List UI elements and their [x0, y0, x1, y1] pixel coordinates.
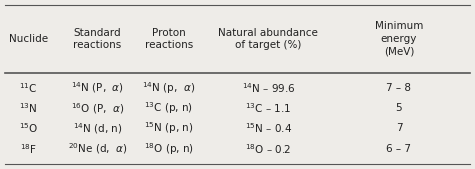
Text: Nuclide: Nuclide	[9, 34, 48, 44]
Text: 7 – 8: 7 – 8	[387, 83, 411, 93]
Text: $^{13}$C (p, n): $^{13}$C (p, n)	[144, 100, 193, 116]
Text: 6 – 7: 6 – 7	[387, 144, 411, 154]
Text: 5: 5	[396, 103, 402, 113]
Text: Minimum
energy
(MeV): Minimum energy (MeV)	[375, 21, 423, 56]
Text: Natural abundance
of target (%): Natural abundance of target (%)	[218, 28, 318, 50]
Text: $^{16}$O (P,  $\alpha$): $^{16}$O (P, $\alpha$)	[71, 101, 124, 116]
Text: $^{14}$N (P,  $\alpha$): $^{14}$N (P, $\alpha$)	[71, 80, 124, 95]
Text: $^{14}$N (d, n): $^{14}$N (d, n)	[73, 121, 122, 136]
Text: $^{11}$C: $^{11}$C	[19, 81, 38, 95]
Text: $^{13}$C – 1.1: $^{13}$C – 1.1	[245, 101, 292, 115]
Text: $^{13}$N: $^{13}$N	[19, 101, 38, 115]
Text: $^{15}$N – 0.4: $^{15}$N – 0.4	[245, 122, 292, 135]
Text: $^{15}$O: $^{15}$O	[19, 122, 38, 135]
Text: $^{20}$Ne (d,  $\alpha$): $^{20}$Ne (d, $\alpha$)	[67, 141, 127, 156]
Text: $^{18}$O – 0.2: $^{18}$O – 0.2	[245, 142, 292, 156]
Text: Proton
reactions: Proton reactions	[144, 28, 193, 50]
Text: $^{14}$N (p,  $\alpha$): $^{14}$N (p, $\alpha$)	[142, 80, 195, 96]
Text: 7: 7	[396, 123, 402, 134]
Text: $^{18}$O (p, n): $^{18}$O (p, n)	[143, 141, 194, 157]
Text: Standard
reactions: Standard reactions	[73, 28, 122, 50]
Text: $^{14}$N – 99.6: $^{14}$N – 99.6	[242, 81, 295, 95]
Text: $^{15}$N (p, n): $^{15}$N (p, n)	[144, 120, 193, 136]
Text: $^{18}$F: $^{18}$F	[20, 142, 37, 156]
